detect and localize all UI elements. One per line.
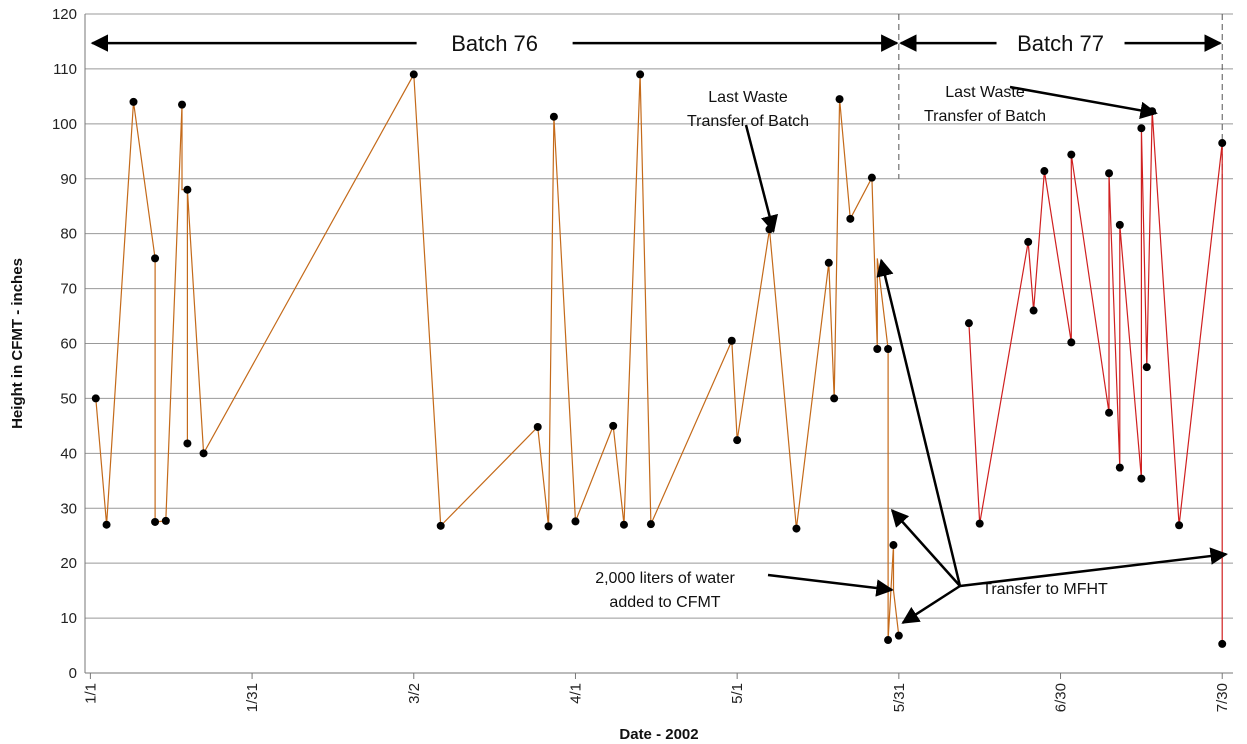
grid-layer	[85, 13, 1233, 674]
data-point	[867, 173, 876, 182]
annotation-text: Transfer of Batch	[924, 108, 1046, 125]
x-tick-label: 6/30	[1053, 683, 1070, 712]
y-tick-label: 110	[53, 61, 77, 78]
data-point	[619, 520, 628, 529]
data-point	[151, 517, 160, 526]
annotation-arrow	[901, 584, 961, 624]
x-tick-label: 1/1	[82, 683, 99, 704]
data-point	[199, 449, 208, 458]
data-point	[609, 421, 618, 430]
annotation-arrow	[1009, 85, 1158, 120]
annotation-text: Transfer of Batch	[687, 113, 809, 130]
data-point	[884, 344, 893, 353]
y-tick-label: 40	[60, 445, 77, 462]
data-point	[1218, 139, 1227, 148]
y-tick-label: 50	[60, 390, 77, 407]
data-point	[964, 319, 973, 328]
x-tick-label: 4/1	[567, 683, 584, 704]
y-axis-title: Height in CFMT - inches	[9, 258, 26, 429]
data-point	[183, 185, 192, 194]
data-point	[151, 254, 160, 263]
batch-label: Batch 77	[1017, 31, 1104, 56]
data-point	[1040, 167, 1049, 176]
batch-layer: Batch 76 Batch 77	[90, 31, 1222, 56]
data-point	[544, 522, 553, 531]
marker-layer	[91, 70, 1227, 648]
y-tick-label: 10	[60, 610, 77, 627]
series-line-batch-77	[968, 111, 1223, 644]
x-tick-label: 1/31	[244, 683, 261, 712]
data-point	[1067, 150, 1076, 159]
data-point	[835, 95, 844, 104]
data-point	[549, 112, 558, 121]
data-point	[792, 524, 801, 533]
x-axis-title: Date - 2002	[619, 726, 698, 743]
data-point	[571, 517, 580, 526]
data-point	[733, 436, 742, 445]
data-point	[884, 636, 893, 645]
data-point	[1115, 220, 1124, 229]
y-tick-label: 120	[52, 6, 77, 23]
data-point	[533, 422, 542, 431]
data-point	[436, 521, 445, 530]
data-point	[161, 516, 170, 525]
data-point	[636, 70, 645, 79]
data-point	[183, 439, 192, 448]
data-point	[1137, 124, 1146, 133]
data-point	[1024, 237, 1033, 246]
data-point	[646, 520, 655, 529]
x-tick-label: 5/31	[891, 683, 908, 712]
x-tick-label: 7/30	[1214, 683, 1231, 712]
data-point	[1105, 408, 1114, 417]
annotation-text: Last Waste	[708, 89, 788, 106]
annotation-text: Transfer to MFHT	[982, 581, 1108, 598]
data-point	[1175, 521, 1184, 530]
y-tick-label: 60	[60, 336, 77, 353]
data-point	[846, 214, 855, 223]
data-point	[1105, 169, 1114, 178]
batch-label: Batch 76	[451, 31, 538, 56]
y-tick-label: 20	[60, 555, 77, 572]
annotation-arrow	[744, 124, 779, 233]
axes-layer: 0 10 20 30 40 50 60 70 80 90 100 110 120 1/1 1/31 3/2 4/…	[52, 6, 1233, 712]
annotation-text: added to CFMT	[609, 594, 720, 611]
data-point	[178, 100, 187, 109]
data-point	[1218, 639, 1227, 648]
divider-layer	[898, 14, 1223, 179]
data-point	[830, 394, 839, 403]
data-point	[1115, 463, 1124, 472]
annotation-arrow	[876, 258, 962, 587]
y-tick-label: 90	[60, 171, 77, 188]
data-point	[409, 70, 418, 79]
y-tick-label: 80	[60, 226, 77, 243]
annotation-arrow	[959, 547, 1228, 588]
y-tick-label: 0	[69, 665, 77, 682]
data-point	[1067, 338, 1076, 347]
annotation-layer: Last Waste Transfer of Batch Last Waste Tra…	[595, 84, 1228, 624]
y-tick-label: 30	[60, 500, 77, 517]
data-point	[894, 631, 903, 640]
y-tick-label: 100	[52, 116, 77, 133]
annotation-text: Last Waste	[945, 84, 1025, 101]
data-point	[889, 541, 898, 550]
data-point	[1142, 363, 1151, 372]
annotation-arrow	[890, 508, 961, 587]
x-tick-label: 3/2	[406, 683, 423, 704]
series-layer	[95, 72, 1223, 644]
data-point	[975, 519, 984, 528]
annotation-arrow	[767, 573, 894, 597]
data-point	[824, 258, 833, 267]
data-point	[91, 394, 100, 403]
x-tick-label: 5/1	[729, 683, 746, 704]
y-tick-label: 70	[60, 281, 77, 298]
data-point	[873, 344, 882, 353]
data-point	[102, 520, 111, 529]
data-point	[1029, 306, 1038, 315]
series-line-batch-76	[95, 72, 900, 641]
data-point	[129, 97, 138, 106]
data-point	[1137, 474, 1146, 483]
data-point	[727, 336, 736, 345]
annotation-text: 2,000 liters of water	[595, 570, 735, 587]
